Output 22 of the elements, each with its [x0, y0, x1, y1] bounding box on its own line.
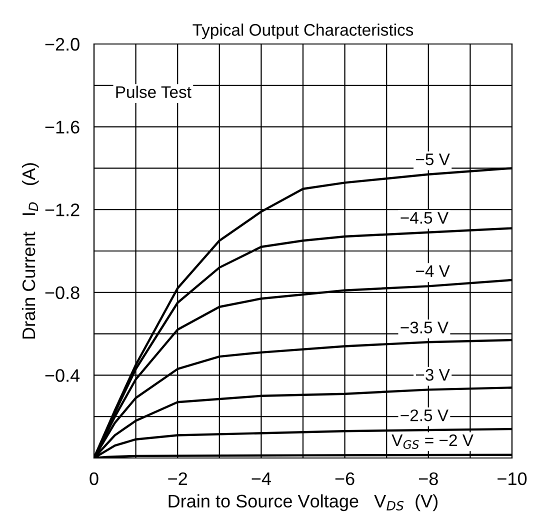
y-tick-label: −1.6: [45, 120, 80, 134]
y-tick-label: −0.4: [45, 369, 80, 382]
chart-title: Typical Output Characteristics: [192, 24, 414, 40]
x-axis-title: Drain to Source Voltage V$_{DS}$ (V): [168, 494, 438, 512]
series-label: −5 V: [416, 154, 450, 166]
series-label: V$_{GS}$ = −2 V: [392, 434, 474, 449]
y-tick-label: −2.0: [45, 38, 80, 51]
y-tick-label: −1.2: [45, 204, 80, 216]
y-tick-label: −0.8: [45, 286, 80, 300]
x-tick-label: −8: [419, 472, 438, 486]
series-label: −2.5 V: [400, 409, 448, 422]
x-tick-label: −4: [252, 472, 271, 485]
x-tick-label: −6: [335, 472, 354, 486]
annotation: Pulse Test: [116, 86, 192, 98]
series-label: −3.5 V: [400, 322, 448, 334]
x-tick-label: 0: [90, 472, 98, 486]
x-tick-label: −10: [498, 472, 527, 486]
x-tick-label: −2: [168, 472, 187, 485]
series-label: −4 V: [416, 265, 450, 277]
text: Drain Current I$_{D}$ (A): [22, 163, 39, 339]
series-label: −4.5 V: [400, 212, 448, 224]
series-label: −3 V: [416, 368, 450, 381]
